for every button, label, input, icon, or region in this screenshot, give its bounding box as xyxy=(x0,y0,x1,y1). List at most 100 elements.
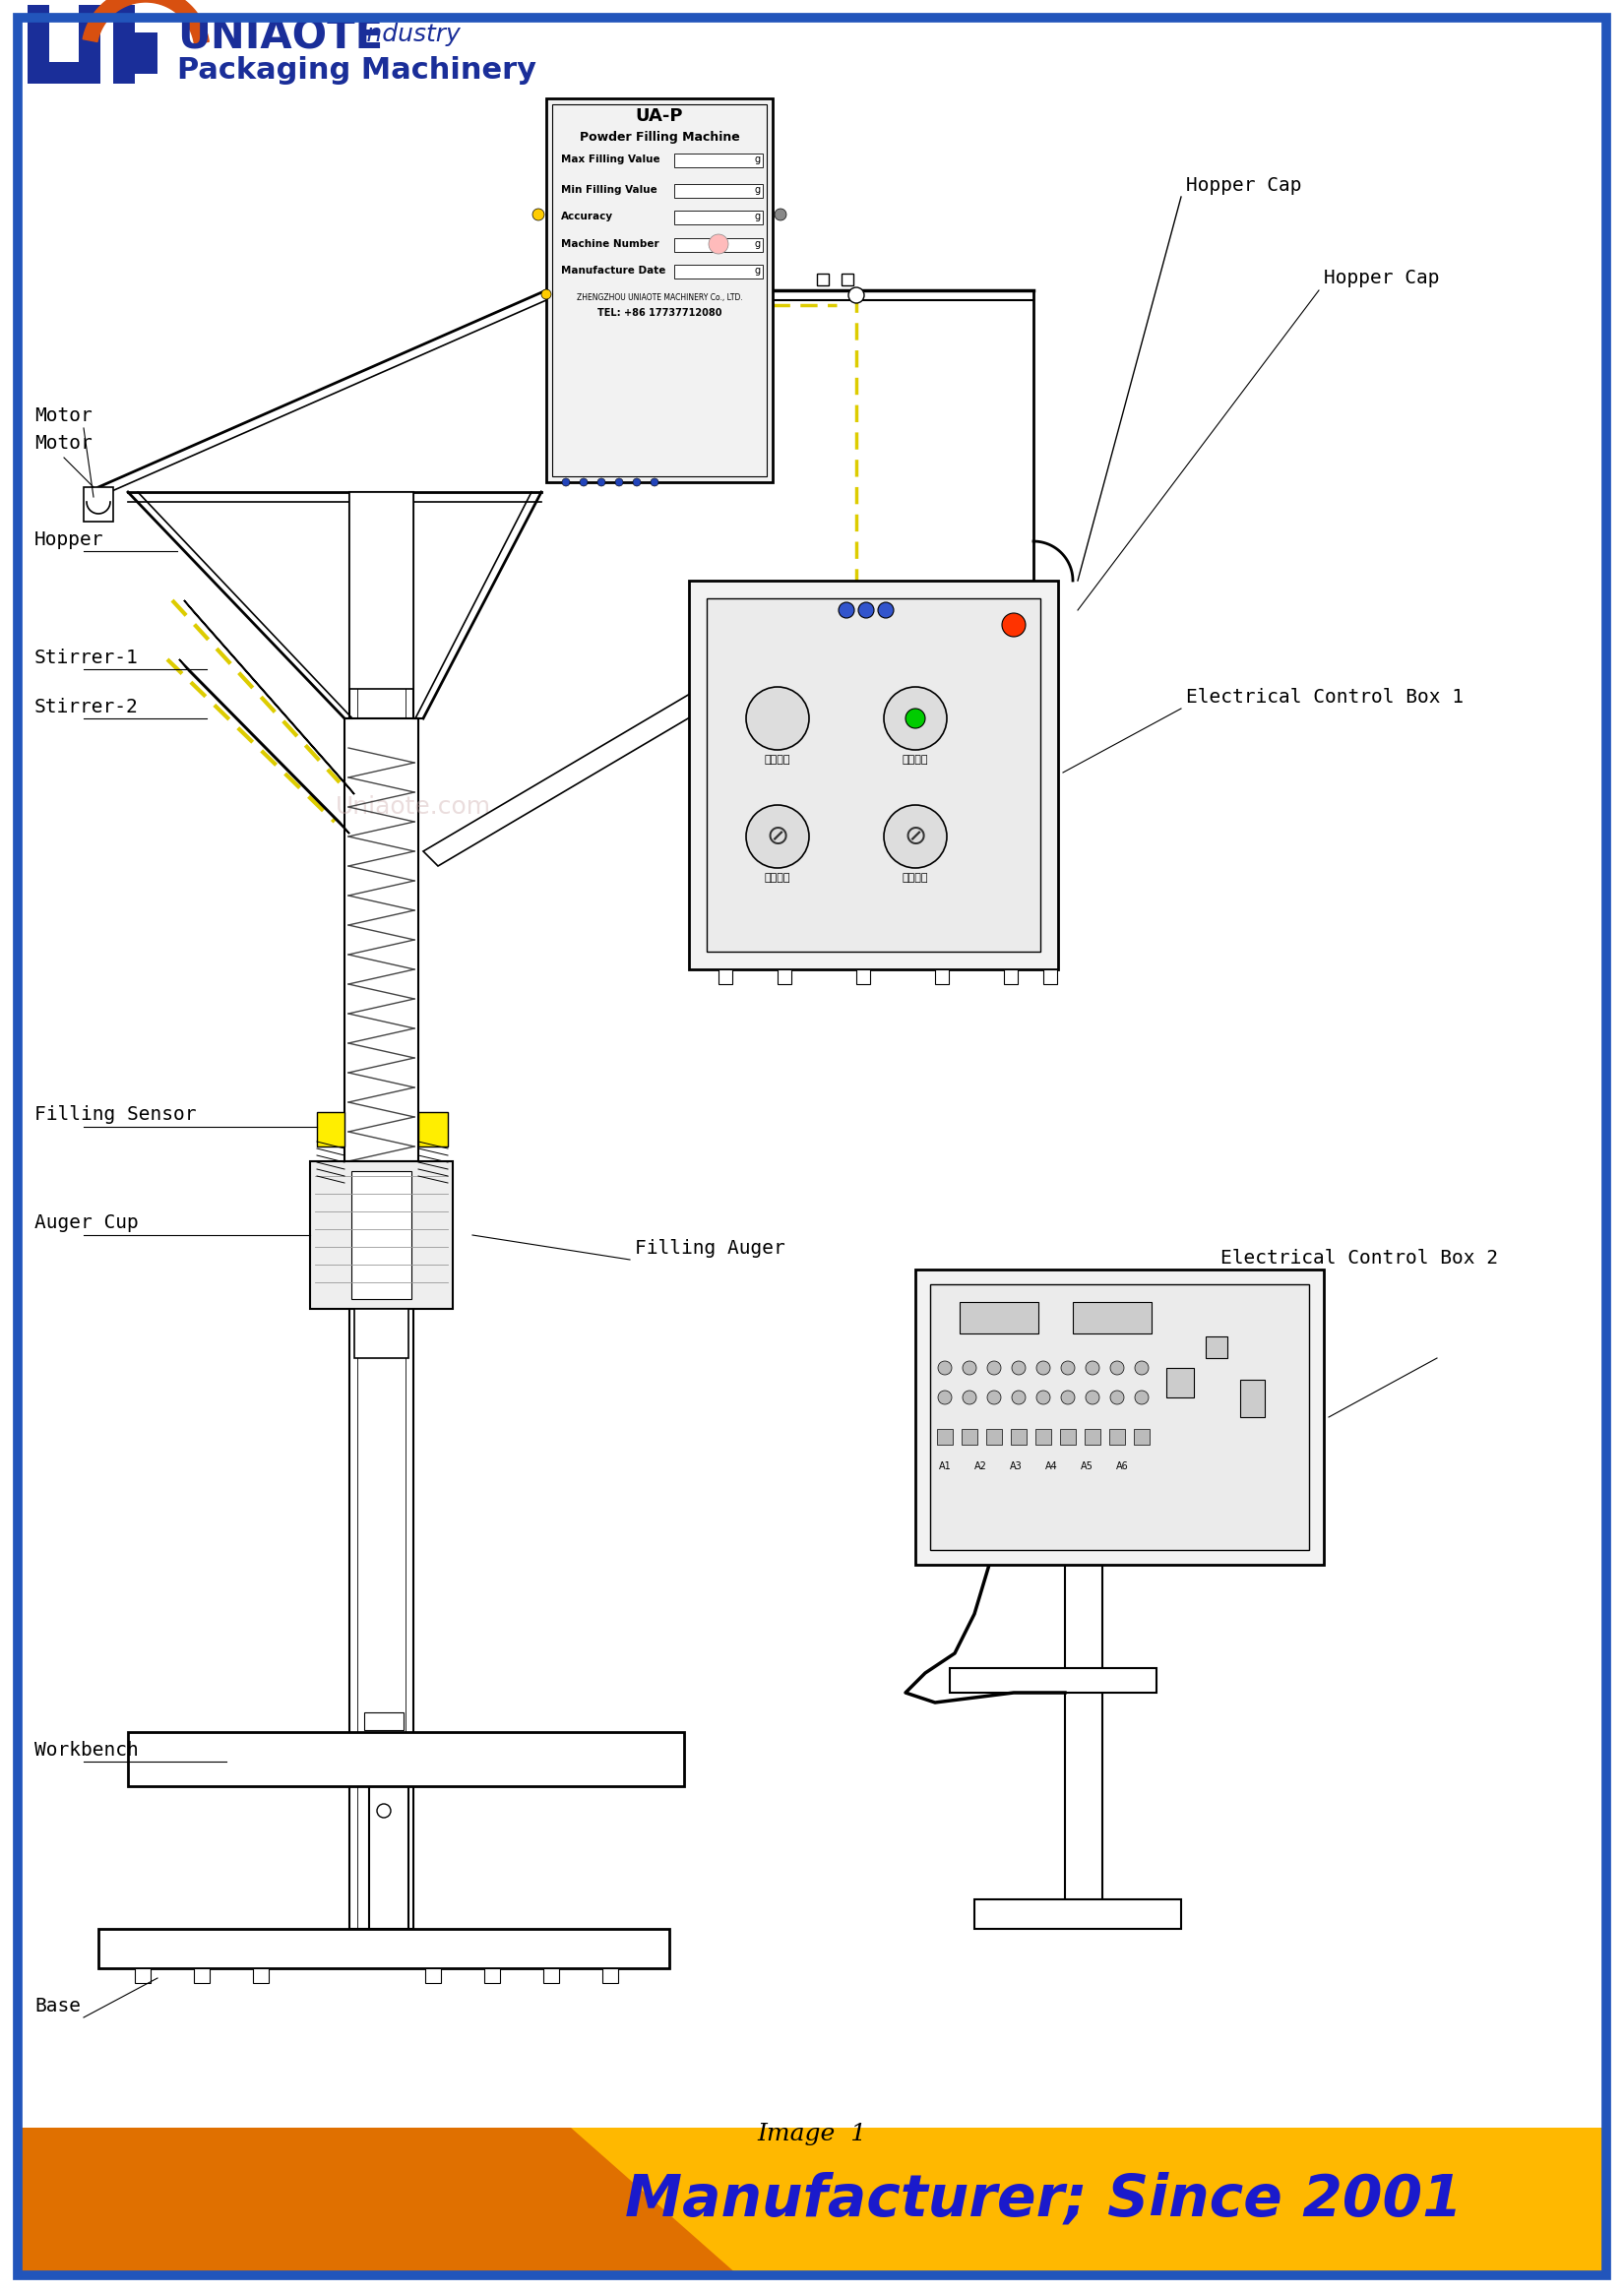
Polygon shape xyxy=(184,601,354,793)
Bar xyxy=(544,1967,559,1983)
Bar xyxy=(1065,1564,1103,1915)
Bar xyxy=(961,1429,978,1445)
Text: Max Filling Value: Max Filling Value xyxy=(560,154,659,165)
Circle shape xyxy=(708,234,728,255)
Text: Filling Sensor: Filling Sensor xyxy=(34,1105,197,1124)
Bar xyxy=(1036,1429,1051,1445)
Circle shape xyxy=(1135,1390,1148,1403)
Text: Workbench: Workbench xyxy=(34,1740,138,1759)
Bar xyxy=(425,1967,442,1983)
Circle shape xyxy=(1085,1390,1099,1403)
Text: Industry: Industry xyxy=(359,23,460,46)
Text: A2: A2 xyxy=(974,1461,987,1472)
Text: g: g xyxy=(755,154,762,165)
Bar xyxy=(253,1967,268,1983)
Text: Uniaote.com: Uniaote.com xyxy=(336,796,490,819)
Text: Auger Cup: Auger Cup xyxy=(34,1213,138,1234)
Text: Powder Filling Machine: Powder Filling Machine xyxy=(580,131,739,144)
Text: Min Filling Value: Min Filling Value xyxy=(560,186,658,195)
Bar xyxy=(674,154,763,167)
Bar xyxy=(114,5,135,83)
Bar xyxy=(28,62,101,83)
Circle shape xyxy=(1002,612,1026,637)
Circle shape xyxy=(541,289,551,298)
Text: Manufacturer; Since 2001: Manufacturer; Since 2001 xyxy=(625,2171,1462,2227)
Circle shape xyxy=(987,1390,1000,1403)
Bar xyxy=(136,32,158,73)
Bar xyxy=(1010,1429,1026,1445)
Circle shape xyxy=(963,1390,976,1403)
Bar xyxy=(349,493,414,1928)
Text: A1: A1 xyxy=(939,1461,952,1472)
Text: ⊘: ⊘ xyxy=(767,823,789,851)
Bar xyxy=(950,1667,1156,1692)
Circle shape xyxy=(857,603,874,619)
Bar xyxy=(310,1160,453,1309)
Bar xyxy=(674,183,763,197)
Text: Electrical Control Box 2: Electrical Control Box 2 xyxy=(1221,1247,1497,1268)
Bar xyxy=(856,970,870,984)
Text: Uniaote.com: Uniaote.com xyxy=(323,1231,445,1250)
Bar xyxy=(817,273,828,284)
Text: Stirrer-1: Stirrer-1 xyxy=(34,649,138,667)
Circle shape xyxy=(1060,1362,1075,1376)
Text: Ô: Ô xyxy=(362,1254,387,1284)
Circle shape xyxy=(615,479,624,486)
Bar xyxy=(114,32,151,55)
Bar xyxy=(937,1429,953,1445)
Text: 紧停停止: 紧停停止 xyxy=(903,754,929,764)
Bar xyxy=(18,2128,1606,2275)
Bar xyxy=(1109,1429,1125,1445)
Text: g: g xyxy=(755,238,762,250)
Bar xyxy=(114,53,151,73)
Circle shape xyxy=(939,1390,952,1403)
Text: A4: A4 xyxy=(1044,1461,1057,1472)
Bar xyxy=(706,598,1041,952)
Circle shape xyxy=(1085,1362,1099,1376)
Circle shape xyxy=(1012,1390,1026,1403)
Circle shape xyxy=(1135,1362,1148,1376)
Text: Base: Base xyxy=(34,1997,81,2016)
Text: ZHENGZHOU UNIAOTE MACHINERY Co., LTD.: ZHENGZHOU UNIAOTE MACHINERY Co., LTD. xyxy=(577,294,742,303)
Text: Hopper Cap: Hopper Cap xyxy=(1186,177,1302,195)
Bar xyxy=(1205,1337,1228,1357)
Text: Motor: Motor xyxy=(34,433,93,452)
Circle shape xyxy=(598,479,606,486)
Bar xyxy=(931,1284,1309,1550)
Bar xyxy=(349,493,414,688)
Bar xyxy=(1073,1302,1151,1335)
Circle shape xyxy=(879,603,893,619)
Text: Packaging Machinery: Packaging Machinery xyxy=(177,57,536,85)
Text: A5: A5 xyxy=(1080,1461,1093,1472)
Text: 紧停启动: 紧停启动 xyxy=(765,754,791,764)
Bar xyxy=(317,1112,344,1146)
Text: UNIAOTE: UNIAOTE xyxy=(177,16,383,57)
Bar xyxy=(484,1967,500,1983)
Bar xyxy=(1166,1369,1194,1396)
Bar xyxy=(28,5,49,83)
Circle shape xyxy=(1111,1362,1124,1376)
Text: Hopper: Hopper xyxy=(34,530,104,548)
Circle shape xyxy=(775,209,786,220)
Bar xyxy=(99,1928,669,1967)
Circle shape xyxy=(745,805,809,869)
Bar xyxy=(974,1899,1181,1928)
Circle shape xyxy=(848,287,864,303)
Text: Filling Auger: Filling Auger xyxy=(635,1238,784,1257)
Bar xyxy=(364,1713,403,1731)
Text: Hopper Cap: Hopper Cap xyxy=(1324,268,1439,289)
Circle shape xyxy=(1012,1362,1026,1376)
Circle shape xyxy=(1036,1362,1051,1376)
Circle shape xyxy=(533,209,544,220)
Circle shape xyxy=(580,479,588,486)
Circle shape xyxy=(633,479,641,486)
Circle shape xyxy=(987,1362,1000,1376)
Text: Uniaote.com: Uniaote.com xyxy=(1070,1486,1174,1504)
Polygon shape xyxy=(179,660,349,835)
Bar xyxy=(935,970,948,984)
Text: ⊘: ⊘ xyxy=(905,823,927,851)
Bar xyxy=(128,1731,684,1786)
Bar xyxy=(1060,1429,1075,1445)
Text: Electrical Control Box 1: Electrical Control Box 1 xyxy=(1186,688,1463,706)
Text: 电源开关: 电源开关 xyxy=(903,874,929,883)
